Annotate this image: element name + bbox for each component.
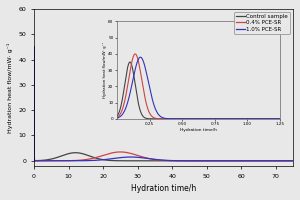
0.4% PCE-SR (32, 158, 36, 160)
1.0% PCE-SR (291, 160, 295, 162)
1.0% PCE-SR (79, 160, 83, 162)
Legend: Control sample, 0.4% PCE-SR, 1.0% PCE-SR: Control sample, 0.4% PCE-SR, 1.0% PCE-SR (234, 12, 290, 34)
Control sample (79, 152, 83, 155)
Line: Control sample: Control sample (34, 153, 293, 161)
Control sample (74, 152, 77, 154)
1.0% PCE-SR (131, 156, 135, 158)
Control sample (201, 160, 204, 162)
0.4% PCE-SR (118, 151, 122, 153)
0.4% PCE-SR (291, 160, 295, 162)
0.4% PCE-SR (245, 160, 249, 162)
0.4% PCE-SR (131, 153, 135, 155)
Line: 1.0% PCE-SR: 1.0% PCE-SR (34, 46, 293, 161)
Line: 0.4% PCE-SR: 0.4% PCE-SR (34, 152, 293, 161)
0.4% PCE-SR (226, 160, 229, 162)
Control sample (245, 160, 249, 162)
Control sample (291, 160, 295, 162)
Control sample (32, 158, 36, 160)
Y-axis label: Hydration heat flow/mW· g⁻¹: Hydration heat flow/mW· g⁻¹ (7, 42, 13, 133)
0.4% PCE-SR (201, 160, 204, 162)
1.0% PCE-SR (32, 153, 36, 156)
Control sample (226, 160, 229, 162)
1.0% PCE-SR (201, 160, 204, 162)
1.0% PCE-SR (188, 160, 191, 162)
0.4% PCE-SR (188, 160, 191, 162)
0.4% PCE-SR (79, 159, 83, 161)
X-axis label: Hydration time/h: Hydration time/h (131, 184, 196, 193)
Control sample (188, 160, 191, 162)
1.0% PCE-SR (226, 160, 229, 162)
1.0% PCE-SR (32, 45, 36, 47)
Control sample (131, 160, 135, 162)
1.0% PCE-SR (245, 160, 249, 162)
